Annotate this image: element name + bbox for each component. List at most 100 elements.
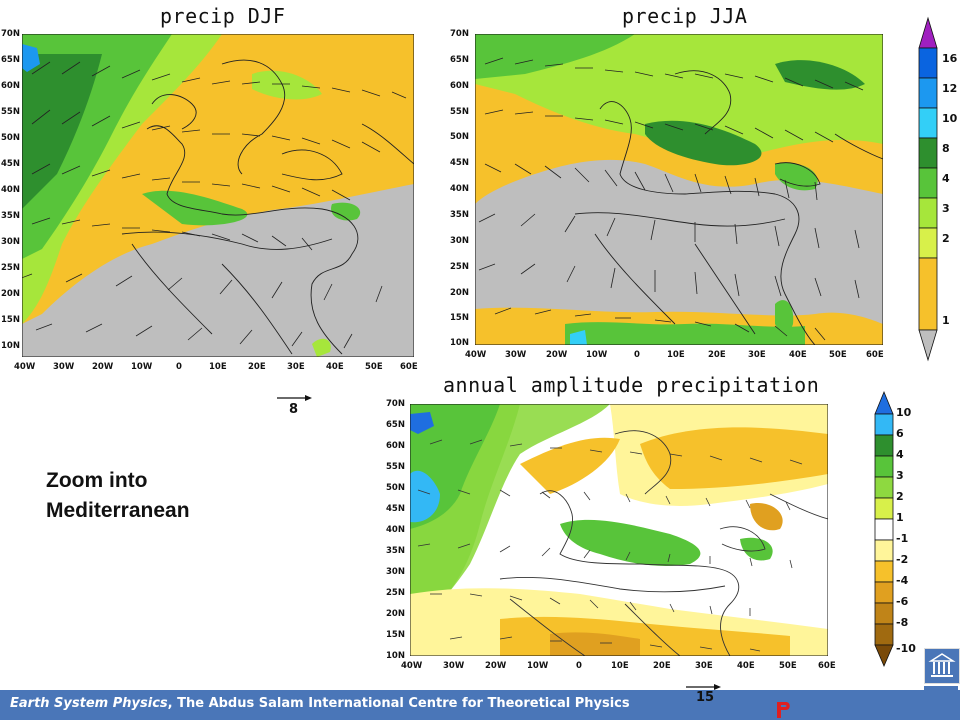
lon-tick: 20E (248, 362, 266, 372)
lat-tick: 65N (450, 55, 469, 65)
lat-tick: 10N (1, 341, 20, 351)
zoom-caption-line1: Zoom into (46, 469, 148, 492)
colorbar-label: 6 (896, 427, 904, 440)
lon-tick: 30E (748, 350, 766, 360)
lat-tick: 65N (386, 420, 405, 430)
lat-tick: 20N (1, 289, 20, 299)
reference-arrow-icon (277, 395, 312, 401)
lat-tick: 35N (386, 546, 405, 556)
colorbar-label: 4 (942, 172, 950, 185)
lat-tick: 70N (386, 399, 405, 409)
lon-tick: 30W (443, 661, 465, 671)
colorbar-label: 2 (942, 232, 950, 245)
footer-italic: Earth System Physics (10, 696, 168, 711)
reference-vector-label: 8 (289, 402, 299, 417)
lon-tick: 10E (667, 350, 685, 360)
lon-tick: 50E (365, 362, 383, 372)
colorbar-label: -4 (896, 574, 909, 587)
lat-tick: 15N (1, 315, 20, 325)
lat-tick: 45N (1, 159, 20, 169)
lon-tick: 60E (400, 362, 418, 372)
colorbar-label: 12 (942, 82, 958, 95)
colorbar-label: -6 (896, 595, 909, 608)
colorbar-label: -10 (896, 642, 916, 655)
lat-tick: 20N (450, 288, 469, 298)
lon-tick: 10W (527, 661, 549, 671)
amp-title: annual amplitude precipitation (443, 373, 820, 397)
lon-tick: 60E (866, 350, 884, 360)
lat-tick: 40N (1, 185, 20, 195)
lat-tick: 50N (450, 132, 469, 142)
lat-tick: 40N (450, 184, 469, 194)
lat-tick: 25N (1, 263, 20, 273)
lat-tick: 25N (386, 588, 405, 598)
lat-tick: 35N (450, 210, 469, 220)
lon-tick: 0 (634, 350, 640, 360)
precip-colorbar (918, 16, 938, 362)
colorbar-label: 1 (942, 314, 950, 327)
colorbar-label: 3 (896, 469, 904, 482)
colorbar-label: 1 (896, 511, 904, 524)
lon-tick: 60E (818, 661, 836, 671)
lat-tick: 70N (450, 29, 469, 39)
lon-tick: 20E (708, 350, 726, 360)
footer-rest: , The Abdus Salam International Centre f… (167, 696, 630, 711)
footer-text: Earth System Physics, The Abdus Salam In… (10, 696, 630, 711)
lat-tick: 45N (386, 504, 405, 514)
lon-tick: 20W (485, 661, 507, 671)
lat-tick: 45N (450, 158, 469, 168)
lat-tick: 55N (450, 107, 469, 117)
jja-title: precip JJA (622, 4, 748, 28)
lon-tick: 0 (176, 362, 182, 372)
lon-tick: 30W (53, 362, 75, 372)
lat-tick: 60N (386, 441, 405, 451)
lon-tick: 30W (505, 350, 527, 360)
lon-tick: 40E (789, 350, 807, 360)
colorbar-label: 3 (942, 202, 950, 215)
jja-map (475, 34, 883, 345)
lat-tick: 40N (386, 525, 405, 535)
colorbar-label: 2 (896, 490, 904, 503)
colorbar-label: 4 (896, 448, 904, 461)
lat-tick: 20N (386, 609, 405, 619)
lat-tick: 25N (450, 262, 469, 272)
lon-tick: 40W (14, 362, 36, 372)
lon-tick: 40W (465, 350, 487, 360)
lon-tick: 40E (326, 362, 344, 372)
lat-tick: 50N (1, 133, 20, 143)
lon-tick: 20W (92, 362, 114, 372)
lat-tick: 60N (450, 81, 469, 91)
lon-tick: 50E (829, 350, 847, 360)
lon-tick: 20E (653, 661, 671, 671)
lon-tick: 50E (779, 661, 797, 671)
colorbar-label: -8 (896, 616, 909, 629)
unesco-logo-icon (924, 648, 960, 684)
lat-tick: 35N (1, 211, 20, 221)
lat-tick: 30N (386, 567, 405, 577)
colorbar-label: 10 (942, 112, 958, 125)
lon-tick: 10W (131, 362, 153, 372)
lon-tick: 30E (287, 362, 305, 372)
colorbar-label: 10 (896, 406, 912, 419)
colorbar-label: -2 (896, 553, 909, 566)
lat-tick: 65N (1, 55, 20, 65)
lon-tick: 10E (611, 661, 629, 671)
zoom-caption: Zoom into Mediterranean (46, 466, 190, 526)
lon-tick: 0 (576, 661, 582, 671)
reference-arrow-icon (686, 684, 721, 690)
djf-title: precip DJF (160, 4, 286, 28)
lat-tick: 50N (386, 483, 405, 493)
lon-tick: 10E (209, 362, 227, 372)
lon-tick: 10W (586, 350, 608, 360)
lat-tick: 30N (450, 236, 469, 246)
amplitude-colorbar (874, 390, 894, 668)
lat-tick: 55N (1, 107, 20, 117)
lat-tick: 15N (450, 313, 469, 323)
lat-tick: 15N (386, 630, 405, 640)
colorbar-label: 16 (942, 52, 958, 65)
colorbar-label: -1 (896, 532, 909, 545)
lat-tick: 70N (1, 29, 20, 39)
lat-tick: 60N (1, 81, 20, 91)
ictp-logo-icon (774, 700, 794, 720)
lon-tick: 20W (546, 350, 568, 360)
